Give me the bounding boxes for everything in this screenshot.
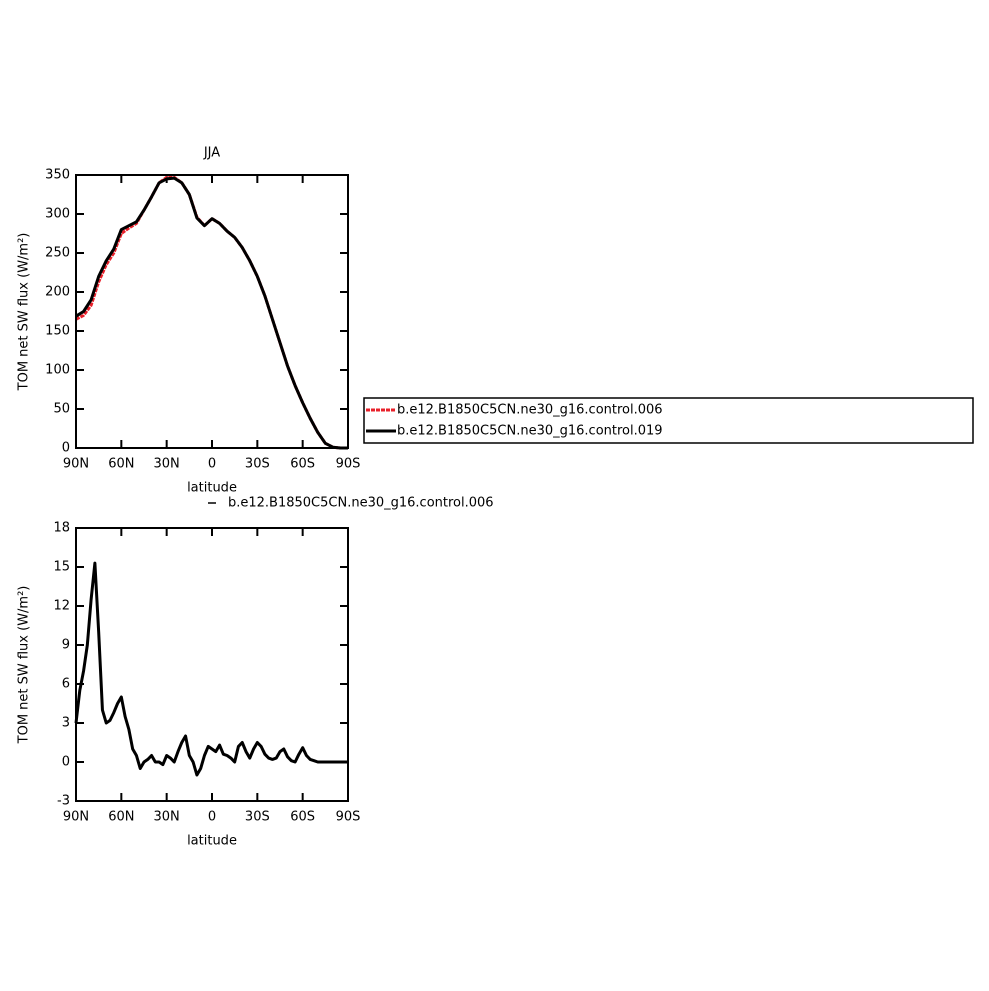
- legend-label: b.e12.B1850C5CN.ne30_g16.control.006: [397, 403, 663, 418]
- legend-label: b.e12.B1850C5CN.ne30_g16.control.006: [228, 496, 494, 511]
- y-tick-label: 9: [62, 638, 70, 653]
- y-tick-label: 150: [45, 324, 70, 339]
- x-tick-label: 60N: [108, 810, 134, 825]
- x-tick-label: 60N: [108, 457, 134, 472]
- legend-box: [363, 397, 974, 444]
- chart-title: JJA: [203, 146, 220, 161]
- x-axis-label: latitude: [187, 481, 237, 496]
- x-tick-label: 30N: [154, 810, 180, 825]
- x-tick-label: 0: [208, 810, 216, 825]
- legend-label: b.e12.B1850C5CN.ne30_g16.control.019: [397, 424, 663, 439]
- y-tick-label: 200: [45, 285, 70, 300]
- y-tick-label: 300: [45, 207, 70, 222]
- y-tick-label: 0: [62, 441, 70, 456]
- x-tick-label: 90N: [63, 457, 89, 472]
- y-tick-label: 6: [62, 677, 70, 692]
- x-tick-label: 60S: [290, 810, 315, 825]
- y-tick-label: 18: [53, 521, 70, 536]
- x-tick-label: 90S: [336, 457, 361, 472]
- x-tick-label: 30N: [154, 457, 180, 472]
- x-tick-label: 90N: [63, 810, 89, 825]
- x-tick-label: 30S: [245, 810, 270, 825]
- y-tick-label: 50: [53, 402, 70, 417]
- data-line: [75, 176, 348, 450]
- data-line: [74, 561, 348, 777]
- y-tick-label: 0: [62, 755, 70, 770]
- y-tick-label: -3: [57, 794, 70, 809]
- plot-frame: [75, 527, 349, 802]
- x-axis-label: latitude: [187, 834, 237, 849]
- y-tick-label: 250: [45, 246, 70, 261]
- y-tick-label: 350: [45, 168, 70, 183]
- y-tick-label: 15: [53, 560, 70, 575]
- x-tick-label: 60S: [290, 457, 315, 472]
- plot-frame: [75, 174, 349, 449]
- y-tick-label: 12: [53, 599, 70, 614]
- x-tick-label: 0: [208, 457, 216, 472]
- y-axis-label: TOM net SW flux (W/m²): [17, 233, 32, 392]
- x-tick-label: 30S: [245, 457, 270, 472]
- y-tick-label: 100: [45, 363, 70, 378]
- y-tick-label: 3: [62, 716, 70, 731]
- x-tick-label: 90S: [336, 810, 361, 825]
- y-axis-label: TOM net SW flux (W/m²): [17, 586, 32, 745]
